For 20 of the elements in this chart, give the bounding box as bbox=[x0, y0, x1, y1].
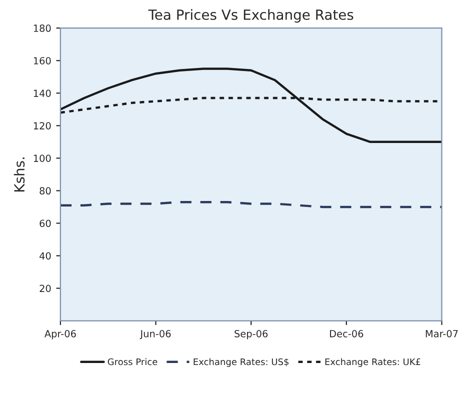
x-tick-label: Dec-06 bbox=[330, 330, 364, 338]
y-tick-label: 20 bbox=[40, 284, 51, 292]
chart-title: Tea Prices Vs Exchange Rates bbox=[148, 9, 354, 23]
legend-label: Exchange Rates: US$ bbox=[194, 358, 289, 367]
y-tick-label: 120 bbox=[34, 122, 51, 130]
x-tick-label: Apr-06 bbox=[44, 330, 76, 340]
line-series bbox=[60, 68, 442, 144]
y-tick-label: 80 bbox=[40, 187, 51, 195]
y-tick-label: 160 bbox=[34, 57, 51, 64]
y-tick-label: 180 bbox=[34, 24, 51, 32]
legend-label: Gross Price bbox=[108, 358, 158, 366]
x-tick-label: Mar-07 bbox=[426, 330, 458, 338]
x-tick-label: Sep-06 bbox=[234, 330, 268, 340]
y-tick-label: 40 bbox=[40, 252, 51, 260]
legend-label: Exchange Rates: UK£ bbox=[325, 358, 420, 367]
y-tick-label: 60 bbox=[40, 220, 51, 228]
y-axis-title: Kshs. bbox=[14, 158, 25, 192]
x-tick-label: Jun-06 bbox=[140, 330, 171, 340]
y-tick-label: 140 bbox=[34, 90, 51, 97]
y-tick-label: 100 bbox=[34, 154, 51, 162]
